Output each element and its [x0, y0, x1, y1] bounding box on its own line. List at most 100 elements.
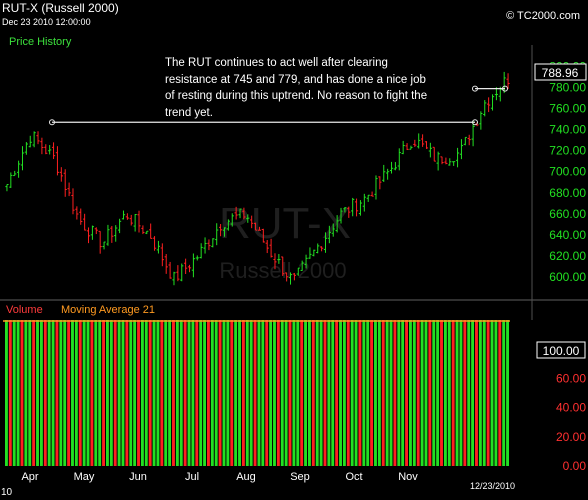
candle-down	[413, 139, 417, 147]
candle-up	[409, 145, 413, 150]
candle-down	[75, 206, 79, 220]
candle-down	[55, 146, 60, 176]
candle-up	[121, 210, 126, 220]
candle-down	[487, 97, 491, 113]
volume-bar	[241, 320, 245, 466]
volume-bar	[156, 320, 160, 466]
candle-down	[141, 225, 145, 235]
candle-up	[327, 225, 331, 244]
candle-up	[389, 161, 394, 174]
price-tick-label: 700.00	[549, 165, 586, 179]
candle-up	[483, 100, 487, 117]
candle-down	[176, 265, 180, 282]
candle-down	[378, 176, 382, 190]
last-price-label: 788.96	[542, 66, 579, 80]
volume-bar	[436, 320, 440, 466]
candle-up	[308, 247, 312, 259]
volume-bar	[319, 320, 323, 466]
candle-up	[16, 160, 21, 178]
volume-bar	[366, 320, 370, 466]
volume-top-label: 100.00	[543, 344, 580, 358]
candle-up	[417, 133, 421, 149]
volume-bar	[401, 320, 405, 466]
candle-up	[20, 146, 25, 171]
volume-bar	[74, 320, 78, 466]
chart-date: Dec 23 2010 12:00:00	[2, 17, 91, 27]
month-tick-label: Nov	[398, 471, 418, 483]
candle-up	[331, 223, 335, 237]
volume-bar	[152, 320, 156, 466]
candle-up	[5, 184, 9, 192]
volume-bar	[125, 320, 129, 466]
volume-bar	[24, 320, 28, 466]
volume-bar	[90, 320, 94, 466]
volume-bar	[191, 320, 195, 466]
volume-bar	[203, 320, 206, 466]
candle-up	[397, 148, 401, 171]
candle-up	[90, 225, 95, 240]
volume-bar	[412, 320, 416, 466]
candle-up	[455, 147, 460, 168]
volume-bar	[179, 320, 183, 466]
volume-bar	[16, 320, 20, 466]
volume-bar	[455, 320, 459, 466]
candle-down	[44, 144, 48, 155]
price-tick-label: 620.00	[549, 249, 586, 263]
month-tick-label: Sep	[290, 471, 310, 483]
volume-bar	[471, 320, 475, 466]
candle-up	[386, 168, 390, 180]
candle-up	[343, 206, 347, 213]
volume-bar	[463, 320, 467, 466]
volume-bar	[183, 320, 187, 466]
volume-bar	[109, 320, 113, 466]
candle-down	[59, 167, 63, 182]
volume-bar	[47, 320, 51, 466]
price-tick-label: 720.00	[549, 144, 586, 158]
candle-down	[444, 157, 448, 165]
volume-bar	[420, 320, 424, 466]
volume-bar	[59, 320, 63, 466]
volume-bar	[335, 320, 339, 466]
volume-bar	[265, 320, 269, 466]
candle-up	[156, 240, 161, 254]
candle-up	[180, 263, 184, 282]
resistance-endpoint	[472, 119, 478, 126]
volume-bar	[451, 320, 455, 466]
volume-bar	[82, 320, 86, 466]
candle-up	[351, 197, 355, 217]
volume-bar	[51, 320, 55, 466]
volume-bar	[43, 320, 47, 466]
volume-bar	[218, 320, 222, 466]
candle-up	[401, 140, 405, 155]
candle-up	[172, 271, 176, 286]
volume-tick-label: 40.00	[556, 401, 586, 415]
volume-bar	[230, 320, 234, 466]
price-tick-label: 600.00	[549, 270, 586, 284]
candle-up	[203, 237, 207, 254]
volume-bar	[498, 320, 502, 466]
candle-up	[48, 145, 52, 155]
candle-down	[432, 146, 436, 162]
volume-bar	[98, 320, 102, 466]
candle-up	[32, 131, 36, 148]
candle-down	[292, 272, 297, 281]
candle-up	[191, 253, 196, 278]
volume-bar	[86, 320, 90, 466]
corner-label: 10	[1, 487, 13, 498]
volume-bar	[494, 320, 498, 466]
volume-bar	[106, 320, 109, 466]
volume-bar	[20, 320, 24, 466]
volume-bar	[308, 320, 311, 466]
volume-bar	[362, 320, 366, 466]
candle-down	[187, 264, 192, 273]
candle-down	[506, 73, 510, 89]
volume-bar	[39, 320, 43, 466]
candle-up	[222, 227, 227, 237]
volume-bar	[346, 320, 350, 466]
volume-bar	[67, 320, 71, 466]
volume-tick-label: 60.00	[556, 371, 586, 385]
volume-bar	[12, 320, 16, 466]
volume-bar	[140, 320, 144, 466]
watermark-symbol: RUT-X	[219, 199, 351, 248]
candle-up	[374, 175, 378, 200]
